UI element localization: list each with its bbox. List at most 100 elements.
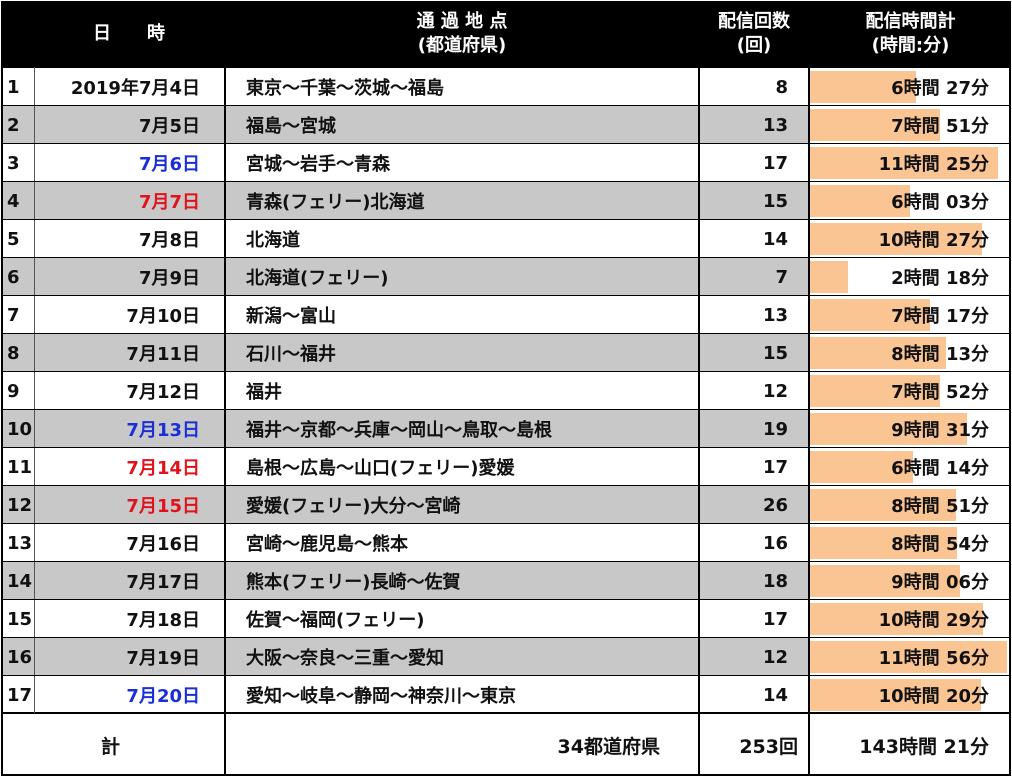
row-route-text: 石川～福井 [246, 344, 336, 365]
row-route-text: 大阪～奈良～三重～愛知 [246, 648, 444, 669]
row-time: 8時間 54分 [808, 524, 1011, 562]
row-divider [1, 485, 1011, 486]
row-route: 石川～福井 [224, 334, 698, 372]
row-route: 大阪～奈良～三重～愛知 [224, 638, 698, 676]
total-label-text: 計 [100, 735, 120, 758]
header-no [1, 1, 34, 67]
row-count-text: 17 [762, 456, 788, 478]
row-route-text: 愛媛(フェリー)大分～宮崎 [246, 496, 461, 517]
header-time: 配信時間計 (時間:分) [810, 1, 1011, 67]
row-time-text: 10時間 20分 [878, 686, 989, 707]
row-route-text: 北海道(フェリー) [246, 268, 389, 289]
row-date: 7月18日 [34, 600, 224, 638]
header-count-line1: 配信回数 [718, 11, 790, 32]
row-divider [1, 333, 1011, 334]
row-count-text: 17 [762, 608, 788, 630]
row-number-text: 14 [7, 570, 33, 592]
time-bar [810, 489, 956, 521]
time-bar [810, 261, 848, 293]
row-date-text: 7月5日 [138, 116, 200, 137]
row-number: 2 [1, 106, 34, 144]
row-number-text: 11 [7, 456, 33, 478]
row-time-text: 11時間 56分 [878, 648, 989, 669]
border-bottom [1, 774, 1011, 776]
row-number-text: 16 [7, 646, 33, 668]
row-date-text: 7月19日 [126, 648, 200, 669]
header-divider [1, 66, 1011, 68]
table-row: 15 7月18日 佐賀～福岡(フェリー) 17 10時間 29分 [1, 600, 1011, 638]
row-route-text: 福井～京都～兵庫～岡山～鳥取～島根 [246, 420, 552, 441]
row-number-text: 12 [7, 494, 33, 516]
row-route-text: 愛知～岐阜～静岡～神奈川～東京 [246, 686, 516, 707]
row-date-text: 7月16日 [126, 534, 200, 555]
row-count: 17 [698, 144, 808, 182]
header-date-label: 日 時 [93, 23, 165, 44]
row-date-text: 7月14日 [126, 458, 200, 479]
row-time-text: 10時間 29分 [878, 610, 989, 631]
row-date: 7月11日 [34, 334, 224, 372]
row-count-text: 13 [762, 114, 788, 136]
row-route: 島根～広島～山口(フェリー)愛媛 [224, 448, 698, 486]
row-route-text: 熊本(フェリー)長崎～佐賀 [246, 572, 461, 593]
row-time: 9時間 06分 [808, 562, 1011, 600]
row-time: 10時間 29分 [808, 600, 1011, 638]
row-number: 1 [1, 68, 34, 106]
row-count-text: 19 [762, 418, 788, 440]
row-count: 15 [698, 182, 808, 220]
row-count: 13 [698, 106, 808, 144]
row-number: 9 [1, 372, 34, 410]
time-bar [810, 413, 967, 445]
row-date: 7月6日 [34, 144, 224, 182]
row-time-text: 7時間 52分 [891, 382, 989, 403]
row-date: 7月9日 [34, 258, 224, 296]
row-number-text: 13 [7, 532, 33, 554]
row-time: 10時間 20分 [808, 676, 1011, 714]
row-route: 青森(フェリー)北海道 [224, 182, 698, 220]
row-date-text: 7月12日 [126, 382, 200, 403]
row-number: 16 [1, 638, 34, 676]
table-row: 11 7月14日 島根～広島～山口(フェリー)愛媛 17 6時間 14分 [1, 448, 1011, 486]
table-row: 13 7月16日 宮崎～鹿児島～熊本 16 8時間 54分 [1, 524, 1011, 562]
row-number: 8 [1, 334, 34, 372]
row-count: 7 [698, 258, 808, 296]
total-route: 34都道府県 [224, 714, 698, 776]
time-bar [810, 641, 1007, 673]
row-count-text: 12 [762, 646, 788, 668]
row-number-text: 3 [7, 152, 20, 174]
row-divider [1, 637, 1011, 638]
row-route-text: 福島～宮城 [246, 116, 336, 137]
row-count: 12 [698, 638, 808, 676]
time-bar [810, 223, 982, 255]
table-row: 16 7月19日 大阪～奈良～三重～愛知 12 11時間 56分 [1, 638, 1011, 676]
row-time: 8時間 13分 [808, 334, 1011, 372]
border-left [1, 1, 3, 776]
row-date: 7月17日 [34, 562, 224, 600]
table-row: 6 7月9日 北海道(フェリー) 7 2時間 18分 [1, 258, 1011, 296]
row-count: 18 [698, 562, 808, 600]
time-bar [810, 71, 916, 103]
time-bar [810, 109, 940, 141]
row-count-text: 13 [762, 304, 788, 326]
time-bar [810, 679, 981, 711]
column-divider [698, 1, 700, 776]
row-date: 7月10日 [34, 296, 224, 334]
row-time-text: 10時間 27分 [878, 230, 989, 251]
row-time-text: 7時間 17分 [891, 306, 989, 327]
table-row: 4 7月7日 青森(フェリー)北海道 15 6時間 03分 [1, 182, 1011, 220]
row-date: 7月19日 [34, 638, 224, 676]
row-divider [1, 295, 1011, 296]
row-route-text: 東京～千葉～茨城～福島 [246, 78, 444, 99]
time-bar [810, 603, 983, 635]
row-date: 7月14日 [34, 448, 224, 486]
row-date-text: 7月15日 [126, 496, 200, 517]
row-count: 26 [698, 486, 808, 524]
row-route: 福井～京都～兵庫～岡山～鳥取～島根 [224, 410, 698, 448]
column-divider [808, 1, 810, 776]
row-route: 宮崎～鹿児島～熊本 [224, 524, 698, 562]
row-time: 11時間 56分 [808, 638, 1011, 676]
row-route-text: 福井 [246, 382, 282, 403]
row-number-text: 5 [7, 228, 20, 250]
row-number: 14 [1, 562, 34, 600]
row-route: 福井 [224, 372, 698, 410]
row-date-text: 7月8日 [138, 230, 200, 251]
